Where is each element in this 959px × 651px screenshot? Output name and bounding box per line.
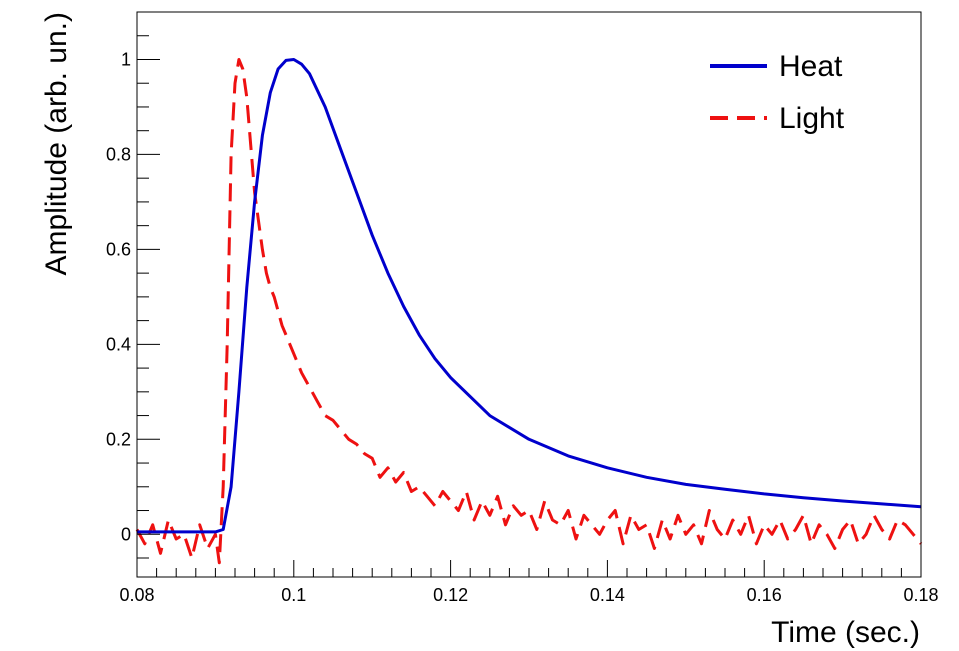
x-tick-label: 0.14 [590,585,625,605]
axis-ticks [136,11,922,577]
x-tick-label: 0.1 [281,585,306,605]
x-tick-label: 0.16 [747,585,782,605]
x-axis-title: Time (sec.) [771,616,920,649]
x-tick-label: 0.18 [903,585,938,605]
y-tick-label: 1 [121,49,131,69]
y-tick-label: 0.8 [106,144,131,164]
axis-tick-labels: 0.08 0.1 0.12 0.14 0.16 0.18 0 0.2 0.4 0.6 0.8 1 [106,49,939,605]
plot-lines [135,58,923,565]
legend: Heat Light [710,50,845,135]
x-tick-label: 0.08 [119,585,154,605]
y-tick-label: 0.4 [106,334,131,354]
legend-heat-label: Heat [779,50,843,83]
series-line-light [135,58,923,565]
y-tick-label: 0.2 [106,429,131,449]
series-line-heat [137,58,922,534]
y-axis-title: Amplitude (arb. un.) [40,12,73,275]
y-tick-label: 0 [121,524,131,544]
x-tick-label: 0.12 [433,585,468,605]
y-tick-label: 0.6 [106,239,131,259]
legend-light-label: Light [779,102,845,135]
